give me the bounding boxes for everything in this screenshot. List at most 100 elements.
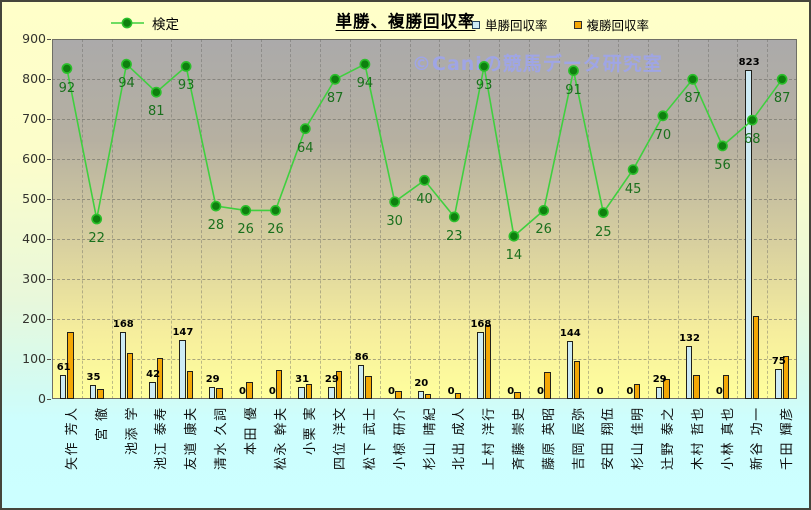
gridline-vertical xyxy=(707,39,709,399)
legend-item-win: 単勝回収率 xyxy=(472,15,548,34)
bar-win-rate xyxy=(328,387,335,399)
line-point-label: 70 xyxy=(654,127,672,143)
line-point-marker xyxy=(150,86,162,98)
gridline-vertical xyxy=(409,39,411,399)
gridline-vertical xyxy=(558,39,560,399)
bar-value-label: 0 xyxy=(596,386,604,397)
legend-bar-series: 単勝回収率 複勝回収率 xyxy=(472,15,649,34)
x-axis-category-label: 藤原 英昭 xyxy=(541,406,557,470)
bar-place-rate xyxy=(514,391,521,399)
y-axis-tick-label: 100 xyxy=(22,351,46,366)
gridline-vertical xyxy=(171,39,173,399)
bar-value-label: 0 xyxy=(626,386,634,397)
bar-value-label: 0 xyxy=(447,386,455,397)
gridline-vertical xyxy=(737,39,739,399)
bar-place-rate xyxy=(752,315,760,399)
bar-win-rate xyxy=(685,346,693,399)
line-point-label: 26 xyxy=(237,222,254,238)
bar-place-rate xyxy=(127,353,134,399)
x-axis-category-label: 池添 学 xyxy=(124,405,140,455)
line-point-label: 40 xyxy=(416,192,433,208)
bar-win-rate xyxy=(566,341,573,399)
y-axis-tick-label: 300 xyxy=(22,271,46,286)
line-point-label: 23 xyxy=(446,228,463,244)
line-point-label: 87 xyxy=(773,91,791,107)
line-point-label: 26 xyxy=(535,222,552,238)
bar-place-rate xyxy=(663,379,670,399)
x-axis-category-label: 池江 泰寿 xyxy=(154,406,170,470)
bar-place-rate xyxy=(544,371,551,399)
bar-value-label: 0 xyxy=(268,386,276,397)
gridline-vertical xyxy=(81,39,83,399)
line-point-label: 14 xyxy=(505,248,523,264)
x-axis-category-label: 安田 翔伍 xyxy=(601,406,617,470)
x-axis-category-label: 清水 久詞 xyxy=(213,406,229,470)
place-rate-key-icon xyxy=(573,20,582,29)
bar-value-label: 0 xyxy=(239,386,246,397)
line-point-label: 92 xyxy=(58,80,76,96)
x-axis-category-label: 宮 徹 xyxy=(94,406,110,441)
line-point-label: 91 xyxy=(565,82,582,98)
gridline-horizontal xyxy=(52,199,797,200)
gridline-vertical xyxy=(350,39,351,399)
bar-value-label: 29 xyxy=(324,374,339,386)
x-axis-category-label: 北出 成人 xyxy=(452,406,468,470)
gridline-vertical xyxy=(230,39,232,399)
bar-place-rate xyxy=(782,355,789,399)
watermark: ©Caniの競馬データ研究室 xyxy=(412,53,663,75)
bar-place-rate xyxy=(693,374,700,399)
legend-place-label: 複勝回収率 xyxy=(586,18,650,33)
bar-win-rate xyxy=(209,387,216,399)
line-point-marker xyxy=(270,204,281,216)
line-point-label: 25 xyxy=(595,224,612,240)
x-axis-category-label: 斉藤 崇史 xyxy=(511,406,527,470)
y-axis-tick-mark xyxy=(47,119,51,120)
bar-value-label: 86 xyxy=(354,351,369,363)
line-point-label: 56 xyxy=(714,157,731,173)
line-point-marker xyxy=(508,230,520,242)
bar-value-label: 0 xyxy=(507,386,515,397)
bar-win-rate xyxy=(745,69,752,399)
line-point-label: 93 xyxy=(475,78,493,94)
gridline-vertical xyxy=(320,39,322,399)
bar-place-rate xyxy=(395,391,402,399)
chart-title: 単勝、複勝回収率 xyxy=(335,12,476,31)
gridline-vertical xyxy=(111,39,113,399)
bar-place-rate xyxy=(484,325,491,399)
gridline-vertical xyxy=(677,39,679,399)
line-point-marker xyxy=(359,58,371,70)
y-axis-tick-label: 400 xyxy=(22,231,46,246)
bar-place-rate xyxy=(335,371,342,399)
bar-win-rate xyxy=(358,364,365,399)
bar-value-label: 31 xyxy=(295,373,310,385)
bar-place-rate xyxy=(305,383,313,399)
line-point-marker xyxy=(687,73,699,85)
bar-win-rate xyxy=(119,331,126,399)
legend-item-place: 複勝回収率 xyxy=(573,15,650,34)
gridline-vertical xyxy=(618,39,620,399)
x-axis-category-label: 松下 武士 xyxy=(362,406,378,470)
y-axis-tick-mark xyxy=(47,199,51,200)
bar-place-rate xyxy=(186,370,193,399)
line-point-label: 94 xyxy=(118,76,135,92)
line-point-marker xyxy=(121,58,132,70)
line-series-marker-icon xyxy=(111,17,144,29)
bar-value-label: 35 xyxy=(86,372,101,383)
x-axis-category-label: 友道 康夫 xyxy=(184,406,200,470)
line-point-marker xyxy=(627,164,639,175)
line-point-marker xyxy=(478,61,490,72)
gridline-horizontal xyxy=(52,279,797,280)
line-point-marker xyxy=(657,110,669,122)
bar-value-label: 168 xyxy=(470,318,492,330)
gridline-horizontal xyxy=(52,319,797,320)
bar-place-rate xyxy=(67,331,74,399)
bar-value-label: 42 xyxy=(146,369,161,381)
gridline-vertical xyxy=(648,39,649,399)
y-axis-tick-mark xyxy=(47,39,51,40)
y-axis-tick-mark xyxy=(47,79,51,80)
x-axis-category-label: 本田 優 xyxy=(243,405,259,455)
bar-value-label: 29 xyxy=(652,374,667,386)
